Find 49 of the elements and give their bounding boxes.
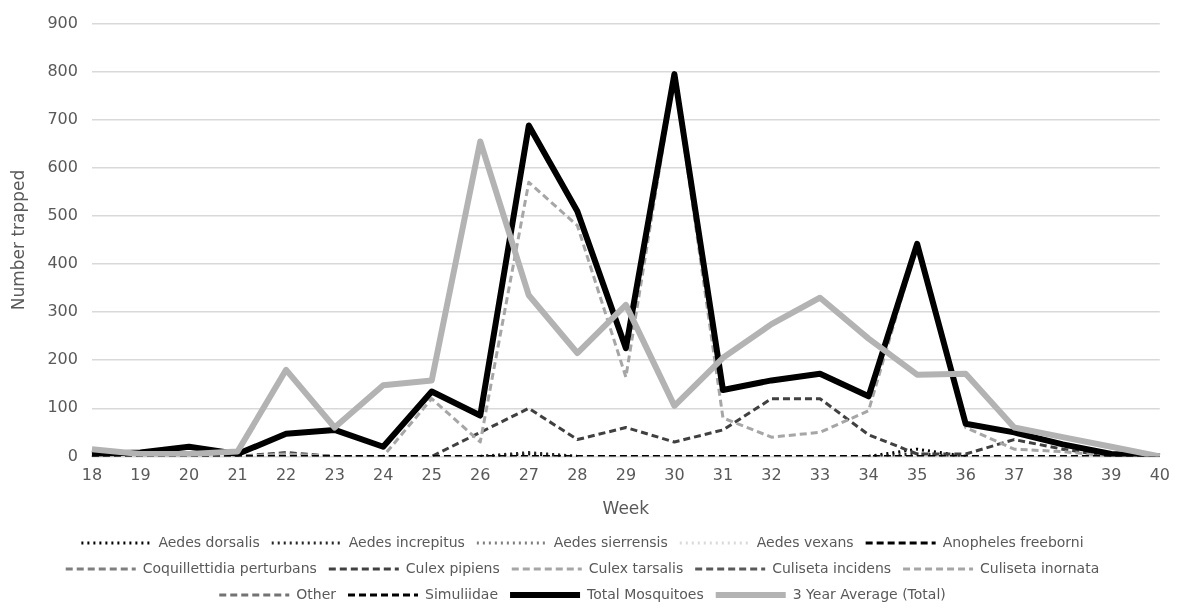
legend-label: Aedes vexans — [756, 533, 854, 550]
y-tick-label: 100 — [47, 397, 78, 417]
legend-label: Other — [296, 585, 337, 602]
legend-label: Aedes increpitus — [348, 533, 465, 550]
y-tick-label: 900 — [47, 12, 78, 32]
x-tick-label: 33 — [809, 465, 831, 485]
y-tick-label: 200 — [47, 349, 78, 369]
x-tick-label: 25 — [421, 465, 442, 485]
y-tick-label: 500 — [47, 205, 78, 225]
legend-label: Aedes sierrensis — [553, 533, 668, 550]
x-tick-label: 36 — [955, 465, 976, 485]
x-tick-label: 29 — [615, 465, 637, 485]
x-tick-label: 23 — [324, 465, 345, 485]
y-tick-label: 700 — [47, 108, 78, 128]
x-tick-label: 18 — [81, 465, 103, 485]
legend-label: Culex tarsalis — [588, 559, 684, 576]
x-tick-label: 27 — [518, 465, 539, 485]
legend-label: 3 Year Average (Total) — [792, 585, 946, 602]
x-tick-label: 26 — [470, 465, 491, 485]
x-axis-title: Week — [602, 498, 650, 519]
legend-label: Total Mosquitoes — [586, 585, 704, 602]
x-tick-label: 38 — [1052, 465, 1073, 485]
y-axis-title: Number trapped — [7, 169, 28, 311]
y-tick-label: 800 — [47, 60, 78, 80]
x-tick-label: 32 — [761, 465, 782, 485]
x-tick-label: 37 — [1004, 465, 1025, 485]
x-tick-label: 39 — [1101, 465, 1122, 485]
y-tick-label: 300 — [47, 301, 78, 321]
x-tick-label: 34 — [858, 465, 879, 485]
legend-label: Simuliidae — [425, 585, 499, 602]
legend-label: Anopheles freeborni — [942, 533, 1084, 550]
x-tick-label: 19 — [130, 465, 151, 485]
x-tick-label: 24 — [373, 465, 394, 485]
legend-label: Culiseta inornata — [980, 559, 1100, 576]
legend-label: Culex pipiens — [405, 559, 500, 576]
x-tick-label: 31 — [712, 465, 734, 485]
x-tick-label: 28 — [567, 465, 588, 485]
x-tick-label: 22 — [275, 465, 297, 485]
y-tick-label: 0 — [67, 445, 78, 465]
legend-label: Culiseta incidens — [772, 559, 892, 576]
y-tick-label: 600 — [47, 157, 78, 177]
legend-label: Aedes dorsalis — [158, 533, 260, 550]
x-tick-label: 30 — [664, 465, 685, 485]
x-tick-label: 20 — [178, 465, 200, 485]
legend-label: Coquillettidia perturbans — [142, 559, 317, 576]
x-tick-label: 40 — [1149, 465, 1170, 485]
x-tick-label: 21 — [227, 465, 248, 485]
y-tick-label: 400 — [47, 253, 78, 273]
x-tick-label: 35 — [906, 465, 928, 485]
